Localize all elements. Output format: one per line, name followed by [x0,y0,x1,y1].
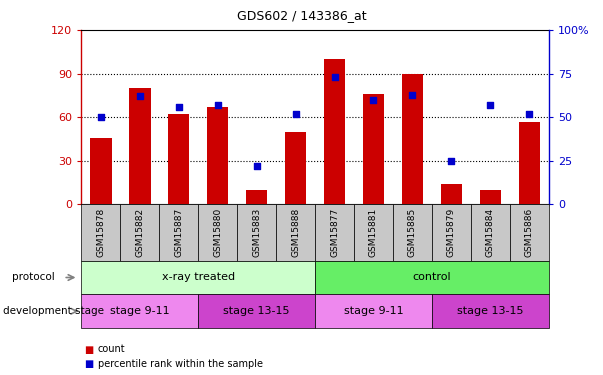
Point [291,111,300,117]
Text: GSM15884: GSM15884 [486,208,495,257]
Text: GSM15888: GSM15888 [291,208,300,257]
Bar [519,122,540,204]
Point [485,102,495,108]
Bar [441,184,462,204]
Text: count: count [98,345,125,354]
Text: GSM15881: GSM15881 [369,208,378,257]
Text: percentile rank within the sample: percentile rank within the sample [98,359,263,369]
Text: GSM15887: GSM15887 [174,208,183,257]
Bar [129,88,151,204]
Point [525,111,534,117]
Text: stage 9-11: stage 9-11 [344,306,403,316]
Text: x-ray treated: x-ray treated [162,273,235,282]
Bar [402,74,423,204]
Point [408,92,417,98]
Point [174,104,183,110]
Text: stage 9-11: stage 9-11 [110,306,169,316]
Point [213,102,223,108]
Text: control: control [412,273,451,282]
Point [135,93,145,99]
Text: GSM15879: GSM15879 [447,208,456,257]
Point [447,158,456,164]
Text: GSM15877: GSM15877 [330,208,339,257]
Point [96,114,106,120]
Text: protocol: protocol [12,273,55,282]
Point [330,74,339,80]
Bar [168,114,189,204]
Text: development stage: development stage [3,306,104,316]
Text: GSM15880: GSM15880 [213,208,223,257]
Point [252,163,262,169]
Text: GDS602 / 143386_at: GDS602 / 143386_at [237,9,366,22]
Bar [90,138,112,204]
Bar [285,132,306,204]
Text: GSM15883: GSM15883 [252,208,261,257]
Text: stage 13-15: stage 13-15 [223,306,290,316]
Text: GSM15878: GSM15878 [96,208,106,257]
Bar [363,94,384,204]
Text: GSM15885: GSM15885 [408,208,417,257]
Bar [246,190,267,204]
Text: GSM15882: GSM15882 [135,208,144,257]
Text: ■: ■ [84,345,93,354]
Bar [479,190,501,204]
Point [368,97,378,103]
Bar [324,59,346,204]
Text: ■: ■ [84,359,93,369]
Text: stage 13-15: stage 13-15 [457,306,523,316]
Bar [207,107,229,204]
Text: GSM15886: GSM15886 [525,208,534,257]
